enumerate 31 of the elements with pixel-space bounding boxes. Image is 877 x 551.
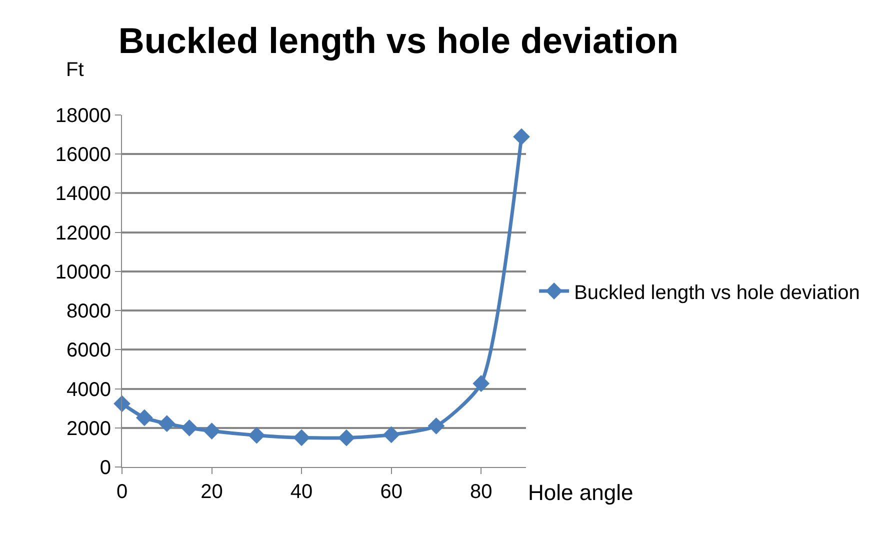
x-tick-label: 40 <box>290 481 313 503</box>
point <box>136 409 153 426</box>
y-tick-label: 2000 <box>66 418 111 440</box>
y-tick-label: 16000 <box>55 144 111 166</box>
chart-title: Buckled length vs hole deviation <box>118 20 679 61</box>
point <box>203 422 220 440</box>
point <box>293 429 310 446</box>
point <box>513 128 530 146</box>
y-tick-label: 18000 <box>55 105 111 127</box>
point <box>338 429 355 446</box>
y-axis-title: Ft <box>66 59 84 81</box>
x-tick-label: 0 <box>116 481 128 503</box>
point <box>472 375 490 392</box>
y-tick-label: 12000 <box>55 222 111 244</box>
x-axis-title: Hole angle <box>528 480 634 505</box>
point <box>428 417 445 434</box>
x-tick-label: 60 <box>380 481 402 503</box>
y-tick-label: 10000 <box>55 261 111 284</box>
y-tick-label: 0 <box>100 457 111 479</box>
y-tick-label: 14000 <box>55 183 111 206</box>
y-tick-label: 8000 <box>66 300 111 323</box>
y-tick-label: 6000 <box>66 340 111 362</box>
x-tick-label: 80 <box>470 481 492 503</box>
point <box>382 426 400 444</box>
point <box>114 395 130 412</box>
point <box>248 426 266 444</box>
y-tick-label: 4000 <box>66 378 111 401</box>
legend-label: Buckled length vs hole deviation <box>574 282 860 304</box>
point <box>158 415 176 432</box>
x-tick-label: 20 <box>200 481 223 503</box>
point <box>180 419 198 436</box>
